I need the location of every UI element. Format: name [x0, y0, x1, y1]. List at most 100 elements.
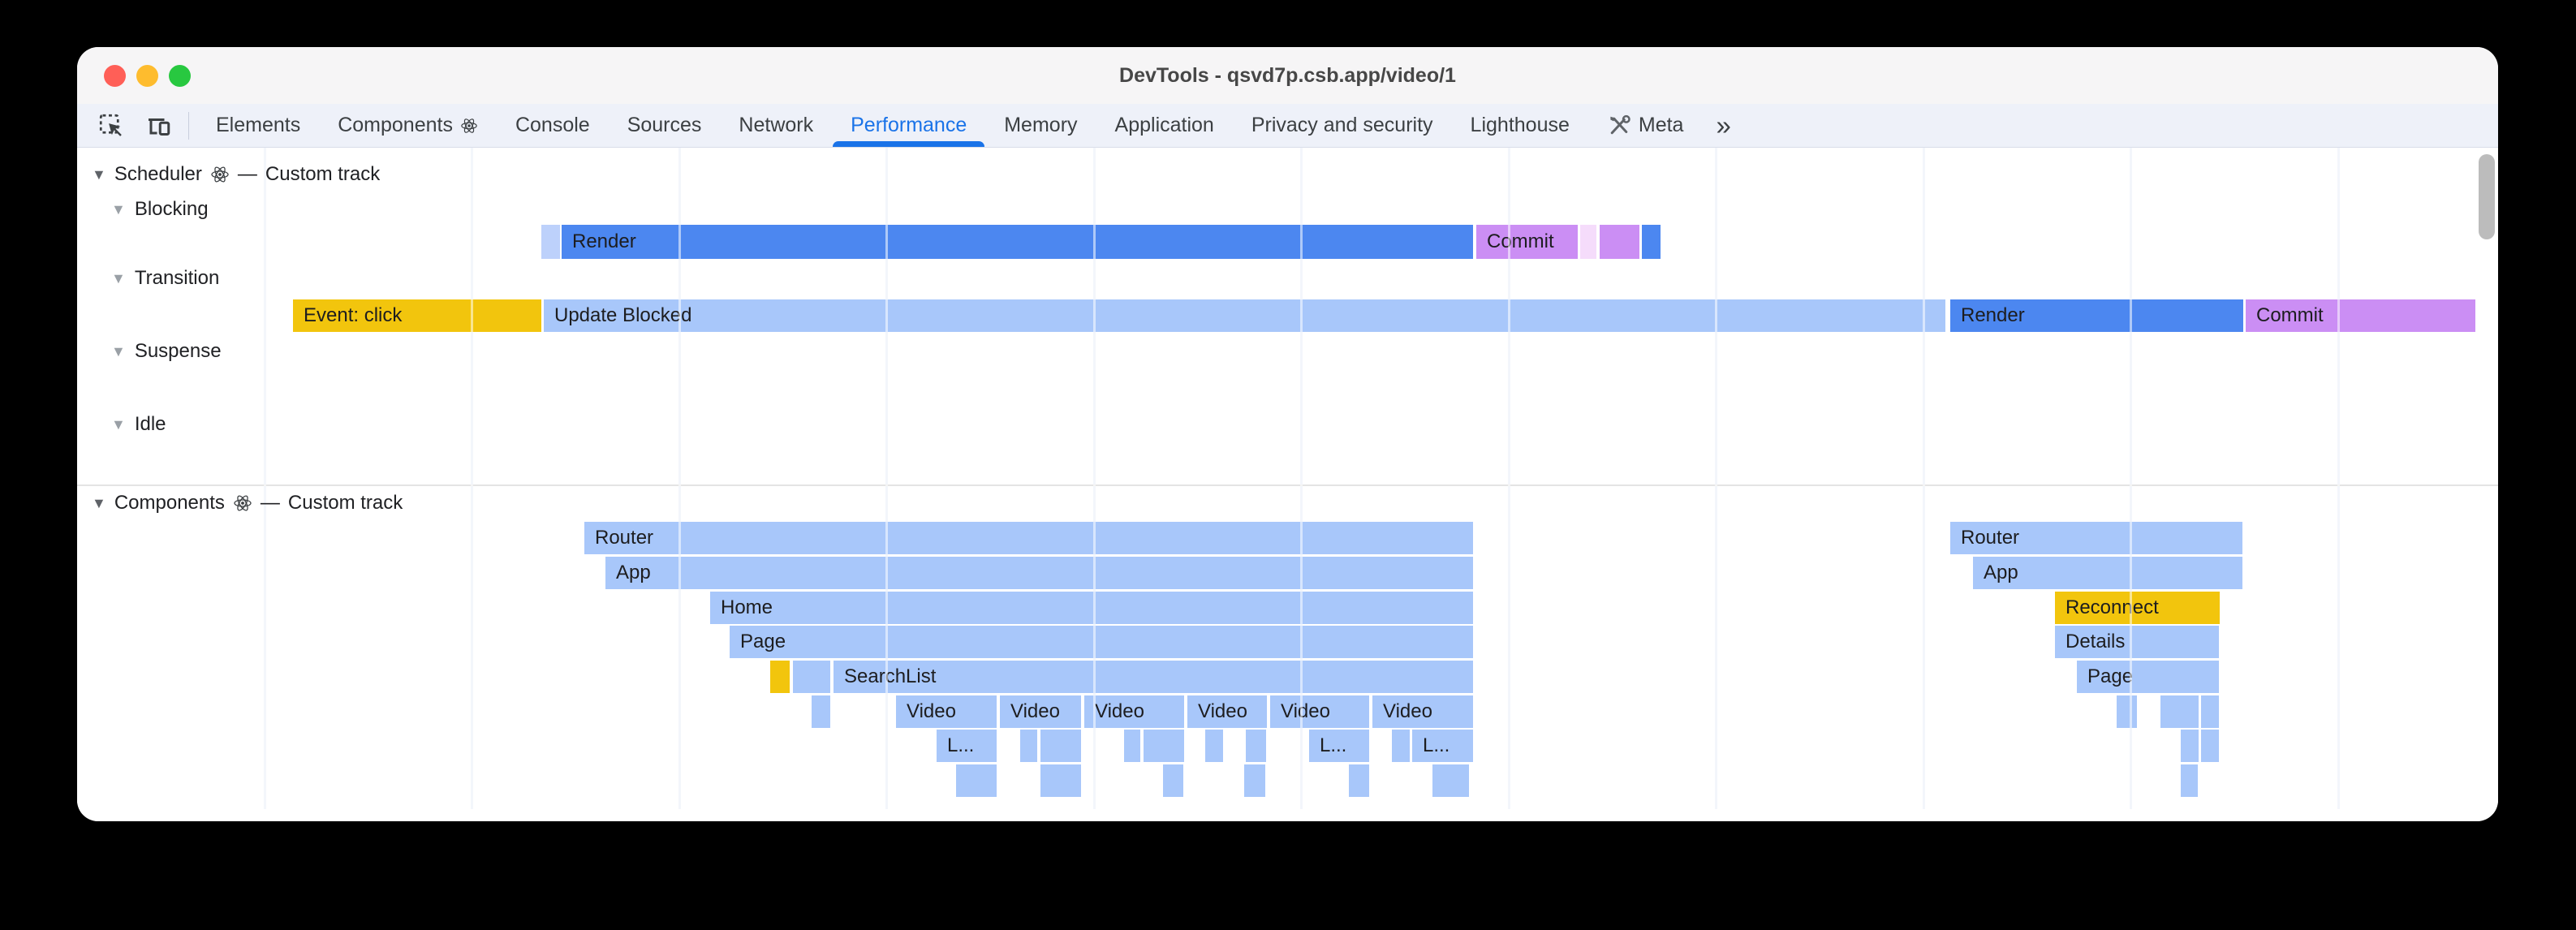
flame-event-label: L...: [1423, 734, 1450, 756]
subtrack-label-idle[interactable]: ▼ Idle: [111, 413, 166, 436]
flame-event-label: Video: [1281, 700, 1330, 722]
tab-performance[interactable]: Performance: [833, 105, 985, 147]
flame-event-render[interactable]: Render: [1950, 299, 2243, 332]
flame-event[interactable]: [793, 661, 830, 693]
flame-event-render[interactable]: Render: [562, 225, 1473, 259]
flame-event-label: Video: [1198, 700, 1247, 722]
flame-event-l-[interactable]: L...: [1412, 730, 1473, 762]
flame-event[interactable]: [2181, 730, 2199, 762]
flame-event-label: App: [1984, 562, 2018, 583]
flame-event-update-blocked[interactable]: Update Blocked: [544, 299, 1945, 332]
flame-event[interactable]: [1349, 764, 1369, 797]
flame-event-label: L...: [947, 734, 975, 756]
device-toolbar-icon[interactable]: [143, 110, 174, 141]
track-header-components[interactable]: ▼ Components — Custom track: [92, 492, 403, 515]
flame-event-label: L...: [1320, 734, 1347, 756]
collapse-arrow-icon[interactable]: ▼: [111, 415, 126, 433]
close-window-button[interactable]: [104, 64, 126, 87]
flame-event-video[interactable]: Video: [1084, 695, 1184, 728]
flame-event-app[interactable]: App: [605, 557, 1473, 589]
tab-application[interactable]: Application: [1115, 105, 1214, 147]
tab-label: Sources: [627, 114, 702, 136]
gridline: [471, 148, 473, 809]
devtools-tabbar: Elements Components Console Sources Network…: [77, 104, 2498, 199]
collapse-arrow-icon[interactable]: ▼: [111, 342, 126, 360]
flame-event[interactable]: [1124, 730, 1140, 762]
tab-console[interactable]: Console: [515, 105, 590, 147]
track-header-scheduler[interactable]: ▼ Scheduler — Custom track: [92, 163, 380, 186]
collapse-arrow-icon[interactable]: ▼: [111, 200, 126, 217]
flame-event[interactable]: [1205, 730, 1223, 762]
flame-event[interactable]: [1392, 730, 1410, 762]
window-title: DevTools - qsvd7p.csb.app/video/1: [1119, 63, 1456, 87]
tab-elements[interactable]: Elements: [216, 105, 300, 147]
flame-event[interactable]: [1144, 730, 1184, 762]
more-tabs-chevron-icon[interactable]: »: [1716, 110, 1730, 140]
flame-event-router[interactable]: Router: [1950, 522, 2242, 554]
flame-event[interactable]: [541, 225, 560, 259]
flame-event-app[interactable]: App: [1973, 557, 2242, 589]
flame-event-video[interactable]: Video: [896, 695, 997, 728]
flame-event-commit[interactable]: Commit: [2246, 299, 2475, 332]
flame-event-event-click[interactable]: Event: click: [293, 299, 541, 332]
track-suffix: Custom track: [265, 163, 381, 185]
flame-event-reconnect[interactable]: Reconnect: [2055, 592, 2220, 624]
flame-event-page[interactable]: Page: [2077, 661, 2219, 693]
flame-event-video[interactable]: Video: [1270, 695, 1369, 728]
flame-event[interactable]: [2160, 695, 2199, 728]
minimize-window-button[interactable]: [136, 64, 158, 87]
subtrack-label-suspense[interactable]: ▼ Suspense: [111, 340, 222, 363]
subtrack-label-transition[interactable]: ▼ Transition: [111, 267, 219, 290]
flame-event-details[interactable]: Details: [2055, 626, 2219, 658]
flame-event-home[interactable]: Home: [710, 592, 1473, 624]
vertical-scrollbar-thumb[interactable]: [2479, 154, 2495, 239]
flame-event[interactable]: [1246, 730, 1266, 762]
flame-event[interactable]: [1580, 225, 1596, 259]
collapse-arrow-icon[interactable]: ▼: [92, 494, 106, 511]
flame-event[interactable]: [1040, 764, 1081, 797]
tab-meta[interactable]: Meta: [1607, 105, 1683, 147]
zoom-window-button[interactable]: [169, 64, 191, 87]
flame-event-l-[interactable]: L...: [937, 730, 997, 762]
subtrack-name: Transition: [134, 267, 220, 289]
flame-event[interactable]: [2201, 695, 2219, 728]
flame-event[interactable]: [956, 764, 997, 797]
flame-event[interactable]: [2201, 730, 2219, 762]
flame-event[interactable]: [1642, 225, 1661, 259]
tab-memory[interactable]: Memory: [1004, 105, 1077, 147]
inspect-element-icon[interactable]: [96, 110, 127, 141]
flame-event-label: Page: [2087, 665, 2134, 687]
tab-privacy-and-security[interactable]: Privacy and security: [1251, 105, 1433, 147]
flame-event-video[interactable]: Video: [1372, 695, 1473, 728]
flame-event[interactable]: [812, 695, 830, 728]
flame-event-searchlist[interactable]: SearchList: [834, 661, 1473, 693]
flame-event-label: Event: click: [304, 304, 403, 326]
flame-event-label: Page: [740, 631, 786, 652]
flame-event-router[interactable]: Router: [584, 522, 1473, 554]
tab-sources[interactable]: Sources: [627, 105, 702, 147]
flame-event[interactable]: [1020, 730, 1037, 762]
flame-event-commit[interactable]: Commit: [1476, 225, 1578, 259]
tab-lighthouse[interactable]: Lighthouse: [1471, 105, 1570, 147]
flame-event[interactable]: [2181, 764, 2198, 797]
flame-event[interactable]: [2117, 695, 2137, 728]
gridline: [263, 148, 266, 809]
flame-event[interactable]: [1163, 764, 1183, 797]
flame-event[interactable]: [1040, 730, 1081, 762]
flame-event[interactable]: [1600, 225, 1639, 259]
flame-event-page[interactable]: Page: [730, 626, 1473, 658]
performance-flamechart: Render Commit Event: click Update Blocked Re…: [77, 148, 2498, 821]
collapse-arrow-icon[interactable]: ▼: [111, 269, 126, 286]
flame-event[interactable]: [1244, 764, 1265, 797]
flame-event[interactable]: [1432, 764, 1469, 797]
flame-event-video[interactable]: Video: [1187, 695, 1267, 728]
collapse-arrow-icon[interactable]: ▼: [92, 166, 106, 183]
flame-event-label: SearchList: [844, 665, 937, 687]
subtrack-label-blocking[interactable]: ▼ Blocking: [111, 198, 209, 221]
flame-event[interactable]: [770, 661, 790, 693]
flame-event-l-[interactable]: L...: [1309, 730, 1369, 762]
tab-label: Network: [739, 114, 814, 136]
tab-network[interactable]: Network: [739, 105, 813, 147]
flame-event-video[interactable]: Video: [1000, 695, 1081, 728]
tab-components[interactable]: Components: [338, 105, 478, 147]
